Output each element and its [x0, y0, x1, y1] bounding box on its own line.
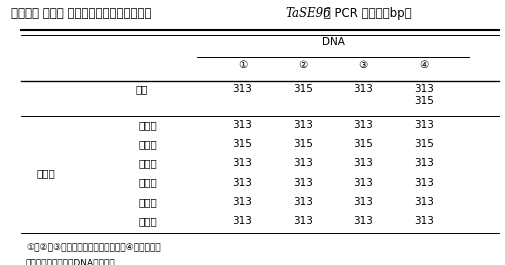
- Text: 表２．１ 品種１ 府県の原種および原原種の: 表２．１ 品種１ 府県の原種および原原種の: [11, 7, 155, 20]
- Text: 313
315: 313 315: [414, 84, 434, 106]
- Text: 313: 313: [414, 120, 434, 130]
- Text: 原種: 原種: [135, 84, 148, 94]
- Text: 系統１: 系統１: [138, 120, 157, 130]
- Text: 313: 313: [232, 197, 252, 207]
- Text: 313: 313: [414, 197, 434, 207]
- Text: 313: 313: [232, 178, 252, 188]
- Text: 313: 313: [293, 158, 313, 169]
- Text: 原原種: 原原種: [37, 168, 56, 178]
- Text: 313: 313: [293, 216, 313, 226]
- Text: 315: 315: [354, 139, 373, 149]
- Text: 系統５: 系統５: [138, 197, 157, 207]
- Text: ①，②，③はそれぞれ種子１粒から，④は種子３粒: ①，②，③はそれぞれ種子１粒から，④は種子３粒: [26, 242, 161, 251]
- Text: 系統４: 系統４: [138, 178, 157, 188]
- Text: ①: ①: [238, 60, 247, 69]
- Text: 313: 313: [414, 158, 434, 169]
- Text: TaSE96: TaSE96: [285, 7, 331, 20]
- Text: 313: 313: [293, 120, 313, 130]
- Text: 313: 313: [414, 216, 434, 226]
- Text: DNA: DNA: [322, 37, 344, 47]
- Text: 313: 313: [414, 178, 434, 188]
- Text: 315: 315: [293, 84, 313, 94]
- Text: 313: 313: [232, 216, 252, 226]
- Text: ③: ③: [359, 60, 368, 69]
- Text: の PCR 増幅長（bp）: の PCR 増幅長（bp）: [321, 7, 412, 20]
- Text: 313: 313: [293, 197, 313, 207]
- Text: 313: 313: [354, 197, 373, 207]
- Text: 313: 313: [232, 158, 252, 169]
- Text: ④: ④: [419, 60, 428, 69]
- Text: 系統３: 系統３: [138, 158, 157, 169]
- Text: 313: 313: [232, 120, 252, 130]
- Text: 315: 315: [293, 139, 313, 149]
- Text: 313: 313: [354, 158, 373, 169]
- Text: 313: 313: [293, 178, 313, 188]
- Text: 315: 315: [232, 139, 252, 149]
- Text: ②: ②: [298, 60, 308, 69]
- Text: 313: 313: [354, 178, 373, 188]
- Text: 313: 313: [354, 216, 373, 226]
- Text: 313: 313: [354, 84, 373, 94]
- Text: 313: 313: [232, 84, 252, 94]
- Text: 系統２: 系統２: [138, 139, 157, 149]
- Text: 313: 313: [354, 120, 373, 130]
- Text: 系統６: 系統６: [138, 216, 157, 226]
- Text: をまとめて抜出したDNAである．: をまとめて抜出したDNAである．: [26, 258, 116, 265]
- Text: 315: 315: [414, 139, 434, 149]
